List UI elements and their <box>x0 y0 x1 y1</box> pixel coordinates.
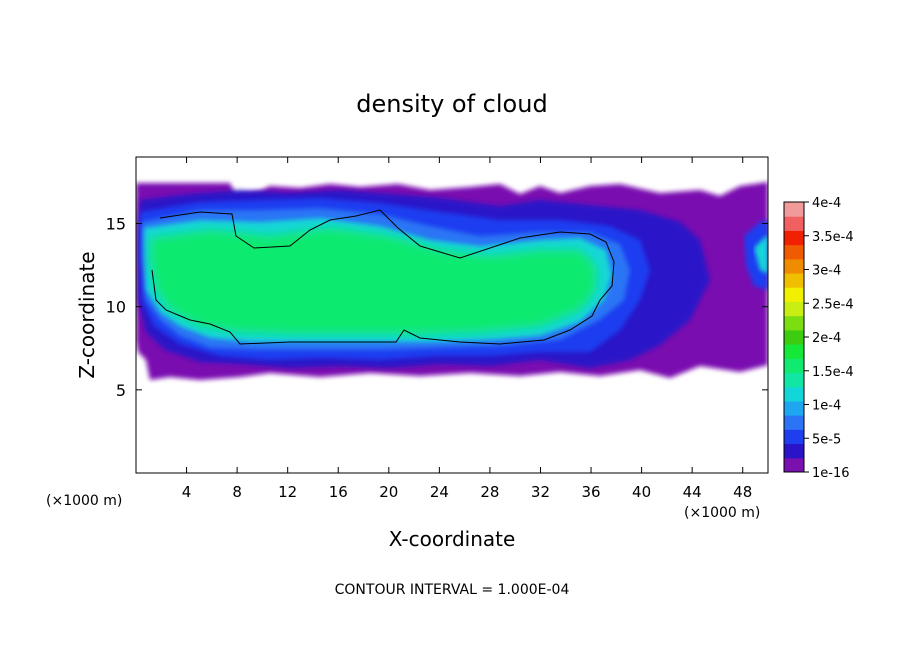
colorbar-swatch <box>784 202 804 217</box>
colorbar-swatch <box>784 287 804 302</box>
x-tick-label: 12 <box>278 483 297 501</box>
colorbar-swatch <box>784 386 804 402</box>
x-tick-label: 8 <box>232 483 242 501</box>
x-tick-label: 16 <box>329 483 348 501</box>
colorbar-label: 3.5e-4 <box>812 230 854 245</box>
colorbar-swatch <box>784 230 804 246</box>
colorbar-swatch <box>784 400 804 416</box>
x-tick-label: 4 <box>182 483 192 501</box>
colorbar-label: 1e-4 <box>812 399 841 414</box>
colorbar-swatch <box>784 344 804 359</box>
x-tick-label: 44 <box>683 483 702 501</box>
x-unit-label: (×1000 m) <box>684 505 760 521</box>
colorbar-swatch <box>784 372 804 388</box>
x-tick-label: 32 <box>531 483 550 501</box>
colorbar <box>784 202 804 473</box>
colorbar-swatch <box>784 358 804 374</box>
cloud-green-core <box>150 228 596 334</box>
colorbar-label: 1e-16 <box>812 466 850 481</box>
x-tick-label: 28 <box>480 483 499 501</box>
colorbar-label: 4e-4 <box>812 196 841 211</box>
x-tick-label: 40 <box>632 483 651 501</box>
x-tick-label: 24 <box>430 483 449 501</box>
x-axis-ticks: 4 8 12 16 20 24 28 32 36 40 44 48 <box>182 157 752 501</box>
x-tick-label: 20 <box>379 483 398 501</box>
chart-title: density of cloud <box>356 90 547 118</box>
colorbar-labels: 1e-16 5e-5 1e-4 1.5e-4 2e-4 2.5e-4 3e-4 3.5e-4 4… <box>804 196 854 481</box>
colorbar-label: 1.5e-4 <box>812 365 854 380</box>
cloud-right-swirl-core <box>754 236 768 274</box>
colorbar-label: 3e-4 <box>812 264 841 279</box>
colorbar-swatch <box>784 415 804 430</box>
colorbar-swatch <box>784 443 804 459</box>
y-axis-ticks: 5 10 15 <box>106 215 768 400</box>
colorbar-swatch <box>784 216 804 231</box>
y-tick-label: 10 <box>106 298 126 317</box>
colorbar-swatch <box>784 301 804 317</box>
x-axis-label: X-coordinate <box>389 527 516 551</box>
colorbar-label: 2e-4 <box>812 331 841 346</box>
colorbar-label: 5e-5 <box>812 432 841 447</box>
cloud-field <box>136 182 768 380</box>
colorbar-swatch <box>784 315 804 331</box>
plot-frame <box>135 156 769 474</box>
colorbar-label: 2.5e-4 <box>812 297 854 312</box>
x-tick-label: 48 <box>733 483 752 501</box>
colorbar-swatch <box>784 244 804 260</box>
contour-line <box>151 209 615 345</box>
colorbar-swatch <box>784 457 804 473</box>
colorbar-swatch <box>784 258 804 274</box>
colorbar-swatch <box>784 273 804 288</box>
colorbar-swatch <box>784 429 804 445</box>
colorbar-swatch <box>784 329 804 345</box>
z-unit-label: (×1000 m) <box>46 493 122 509</box>
y-axis-label: Z-coordinate <box>75 251 99 378</box>
y-tick-label: 15 <box>106 215 126 234</box>
contour-interval-note: CONTOUR INTERVAL = 1.000E-04 <box>335 582 570 598</box>
y-tick-label: 5 <box>116 381 126 400</box>
x-tick-label: 36 <box>581 483 600 501</box>
